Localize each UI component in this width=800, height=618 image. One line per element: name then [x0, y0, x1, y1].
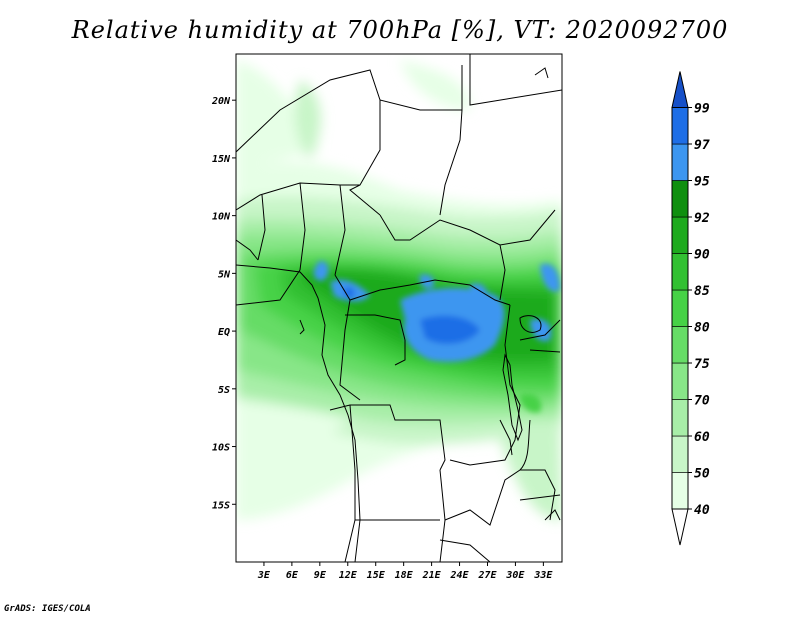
colorbar-label: 92 [694, 211, 710, 226]
colorbar-label: 97 [694, 138, 710, 153]
lon-tick-label: 3E [257, 570, 271, 581]
colorbar-label: 90 [694, 248, 710, 263]
lat-tick-label: 10S [212, 443, 230, 454]
colorbar-label: 95 [694, 175, 710, 190]
lat-tick-label: 20N [211, 96, 231, 107]
colorbar-label: 80 [694, 321, 710, 336]
lat-tick-label: 5N [218, 269, 231, 280]
colorbar-label: 75 [694, 357, 710, 372]
lon-tick-label: 15E [367, 570, 386, 581]
lon-tick-label: 21E [422, 570, 442, 581]
longitude-axis: 3E 6E 9E 12E 15E 18E 21E 24E 27E 30E 33E [257, 562, 553, 581]
lat-tick-label: EQ [218, 327, 230, 338]
colorbar-segment [671, 143, 689, 181]
lon-tick-label: 18E [395, 570, 414, 581]
lat-tick-label: 15S [212, 500, 230, 511]
colorbar-high-end [671, 71, 689, 108]
map-frame [235, 53, 563, 563]
lon-tick-label: 30E [505, 570, 525, 581]
colorbar-segment [671, 107, 689, 145]
lakes [499, 315, 561, 521]
lat-tick-label: 10N [212, 212, 231, 223]
credit-text: GrADS: IGES/COLA [4, 604, 91, 614]
colorbar-segment [671, 435, 689, 473]
lat-tick-label: 5S [218, 385, 230, 396]
colorbar-segment [671, 180, 689, 218]
colorbar-outline [671, 107, 689, 510]
lon-tick-label: 9E [314, 570, 327, 581]
humidity-field [236, 54, 562, 562]
colorbar-segment [671, 253, 689, 291]
latitude-axis: 20N 15N 10N 5N EQ 5S 10S 15S [211, 96, 236, 511]
colorbar-label: 99 [694, 102, 710, 117]
colorbar-low-end [671, 508, 689, 546]
lon-tick-label: 6E [286, 570, 299, 581]
country-borders [236, 54, 562, 562]
colorbar-segment [671, 472, 689, 510]
colorbar-label: 70 [694, 394, 710, 409]
map-title: Relative humidity at 700hPa [%], VT: 202… [71, 16, 729, 44]
coastline [236, 67, 549, 562]
colorbar-segment [671, 216, 689, 254]
colorbar-label: 40 [694, 503, 710, 518]
colorbar-label: 60 [694, 430, 710, 445]
colorbar-label: 50 [694, 467, 710, 482]
colorbar-label: 85 [694, 284, 710, 299]
lon-tick-label: 33E [533, 570, 553, 581]
lon-tick-label: 24E [450, 570, 470, 581]
colorbar-segment [671, 289, 689, 327]
colorbar: 40 50 60 70 75 80 85 90 92 95 97 99 [671, 71, 710, 546]
lat-tick-label: 15N [212, 154, 231, 165]
lon-tick-label: 27E [477, 570, 497, 581]
lon-tick-label: 12E [339, 570, 358, 581]
colorbar-segment [671, 362, 689, 400]
colorbar-segment [671, 326, 689, 364]
colorbar-segment [671, 399, 689, 437]
